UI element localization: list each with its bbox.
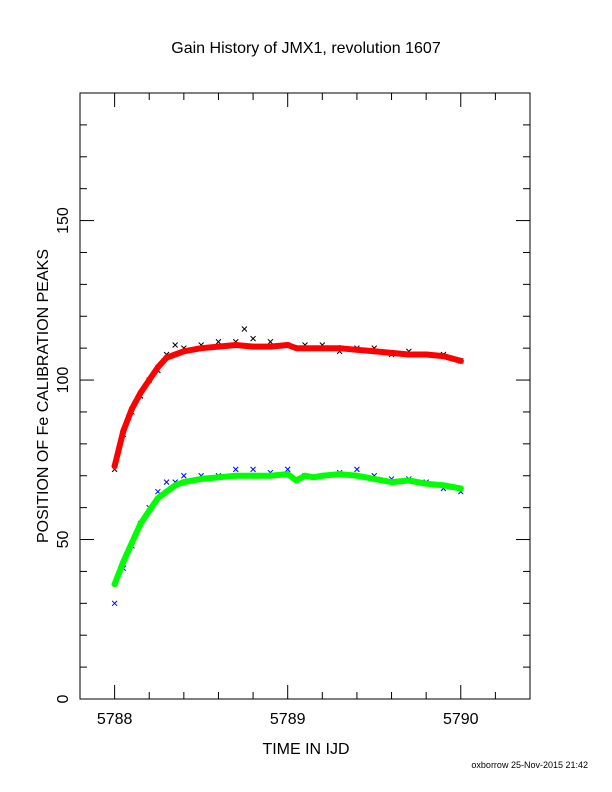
series-1 <box>111 341 464 470</box>
fit-point <box>388 349 395 356</box>
fit-point <box>120 558 127 565</box>
fit-point <box>128 539 135 546</box>
fit-point <box>457 357 464 364</box>
axis-ticks: 5788 5789 5790 0 50 100 150 <box>55 92 531 728</box>
fit-point <box>319 472 326 479</box>
fit-point <box>353 472 360 479</box>
fit-point <box>302 472 308 479</box>
fit-point <box>388 479 395 486</box>
fit-line <box>111 342 464 470</box>
data-point <box>180 472 187 479</box>
fit-point <box>267 343 274 350</box>
fit-point <box>215 474 222 481</box>
fit-point <box>293 477 300 484</box>
data-point <box>250 466 256 473</box>
fit-point <box>336 345 343 352</box>
fit-point <box>336 471 343 478</box>
fit-point <box>353 346 360 353</box>
fit-point <box>440 482 447 489</box>
fit-point <box>137 389 144 396</box>
plot-frame <box>79 92 531 700</box>
footer-credit: oxborrow 25-Nov-2015 21:42 <box>471 760 588 770</box>
fit-point <box>457 485 464 492</box>
fit-point <box>180 348 187 355</box>
data-point <box>163 479 170 485</box>
fit-point <box>405 351 412 358</box>
fit-point <box>405 477 412 484</box>
x-tick-label: 5790 <box>443 711 479 728</box>
data-series <box>111 326 464 607</box>
fit-point <box>232 472 239 479</box>
fit-point <box>172 482 179 489</box>
fit-point <box>128 405 135 412</box>
fit-point <box>293 345 300 352</box>
data-point <box>284 466 291 473</box>
y-tick-label: 0 <box>55 694 72 703</box>
fit-point <box>111 581 118 588</box>
fit-point <box>423 351 430 358</box>
fit-point <box>250 472 257 479</box>
fit-point <box>198 475 205 482</box>
fit-point <box>284 341 291 348</box>
data-point <box>172 342 179 348</box>
fit-point <box>250 343 257 350</box>
fit-point <box>302 345 308 352</box>
fit-point <box>120 428 127 435</box>
fit-point <box>180 479 187 486</box>
fit-point <box>215 343 222 350</box>
fit-point <box>267 472 274 479</box>
fit-point <box>111 463 118 470</box>
series-3 <box>111 471 464 588</box>
series-2 <box>111 466 464 607</box>
fit-point <box>154 364 161 371</box>
fit-point <box>423 480 430 487</box>
series-0 <box>111 326 464 473</box>
x-tick-label: 5788 <box>97 711 133 728</box>
y-tick-label: 50 <box>55 531 72 549</box>
chart-title: Gain History of JMX1, revolution 1607 <box>171 40 441 57</box>
fit-point <box>163 488 170 495</box>
data-point <box>354 466 360 473</box>
data-point <box>232 466 239 473</box>
fit-point <box>172 351 179 358</box>
data-point <box>111 600 118 607</box>
data-point <box>250 335 256 342</box>
y-tick-label: 100 <box>55 367 72 394</box>
x-axis-label: TIME IN IJD <box>262 741 349 758</box>
x-tick-label: 5789 <box>270 711 306 728</box>
fit-point <box>440 353 447 360</box>
fit-point <box>137 520 144 527</box>
fit-point <box>284 471 291 478</box>
fit-point <box>146 377 153 384</box>
y-tick-label: 150 <box>55 207 72 234</box>
fit-point <box>163 354 170 361</box>
data-point <box>241 326 248 332</box>
fit-point <box>319 345 326 352</box>
fit-point <box>154 495 161 502</box>
fit-point <box>371 348 378 355</box>
fit-point <box>232 341 239 348</box>
fit-point <box>198 345 205 352</box>
fit-point <box>371 475 378 482</box>
fit-point <box>310 474 317 481</box>
fit-point <box>146 507 153 514</box>
y-axis-label: POSITION OF Fe CALIBRATION PEAKS <box>35 249 52 543</box>
